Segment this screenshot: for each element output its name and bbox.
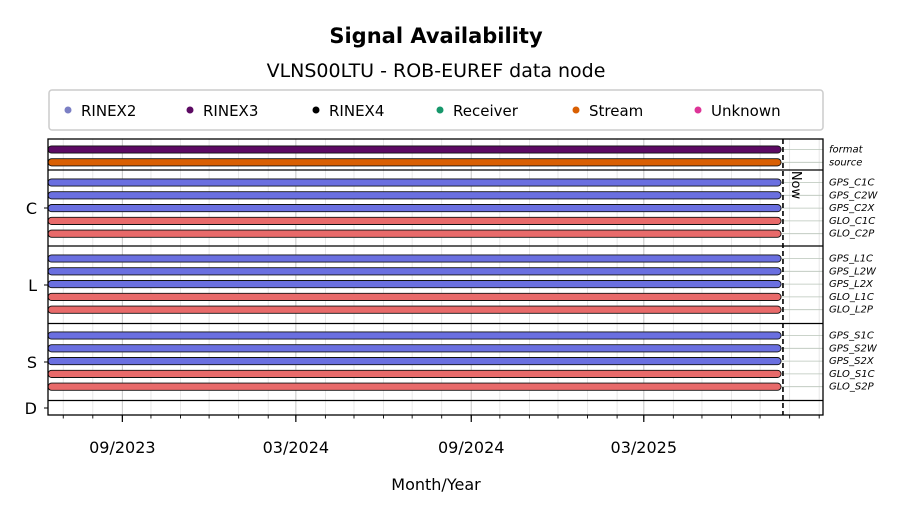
legend-label: Receiver (453, 102, 519, 120)
row-label-glo-c1c: GLO_C1C (829, 216, 875, 227)
row-label-glo-c2p: GLO_C2P (829, 229, 875, 240)
legend-marker (572, 106, 580, 114)
legend-label: RINEX2 (81, 102, 136, 120)
bar-glo-c2p (47, 229, 782, 238)
y-tick-label-c: C (26, 199, 37, 218)
legend-marker (186, 106, 194, 114)
bar-glo-l1c (47, 292, 782, 301)
bar-gps-l2x (47, 280, 782, 289)
row-label-gps-s2x: GPS_S2X (829, 356, 875, 367)
bar-source (47, 158, 782, 167)
row-label-gps-c1c: GPS_C1C (829, 178, 874, 189)
x-axis: 09/2023 03/2024 09/2024 03/2025 (62, 415, 820, 457)
legend-marker (436, 106, 444, 114)
row-label-glo-l1c: GLO_L1C (829, 292, 874, 303)
x-tick-label: 03/2025 (611, 438, 677, 457)
bar-gps-c2x (47, 204, 782, 213)
row-label-gps-c2w: GPS_C2W (829, 190, 878, 201)
now-label: Now (788, 171, 803, 200)
legend-item-rinex3: RINEX3 (186, 102, 258, 120)
y-tick-label-l: L (28, 276, 37, 295)
row-label-format: format (829, 145, 864, 156)
row-label-glo-s1c: GLO_S1C (829, 369, 875, 380)
row-label-gps-s1c: GPS_S1C (829, 331, 874, 342)
legend-label: Unknown (711, 102, 781, 120)
x-axis-label: Month/Year (391, 475, 481, 494)
bar-glo-s2p (47, 382, 782, 391)
legend-label: Stream (589, 102, 643, 120)
legend-marker (694, 106, 702, 114)
chart-title: Signal Availability (329, 24, 543, 48)
legend: RINEX2 RINEX3 RINEX4 Receiver Stream Unknown (48, 89, 824, 131)
bar-gps-l2w (47, 267, 782, 276)
legend-marker (64, 106, 72, 114)
legend-item-receiver: Receiver (436, 102, 519, 120)
legend-label: RINEX3 (203, 102, 258, 120)
legend-item-stream: Stream (572, 102, 643, 120)
bar-gps-l1c (47, 254, 782, 263)
chart-subtitle: VLNS00LTU - ROB-EUREF data node (267, 60, 606, 82)
row-label-source: source (829, 157, 862, 168)
bar-glo-s1c (47, 369, 782, 378)
row-label-gps-s2w: GPS_S2W (829, 343, 878, 354)
grid (62, 139, 820, 415)
bar-gps-c2w (47, 191, 782, 200)
legend-label: RINEX4 (329, 102, 384, 120)
plot-frame (47, 138, 824, 416)
legend-item-rinex2: RINEX2 (64, 102, 136, 120)
row-label-gps-c2x: GPS_C2X (829, 203, 875, 214)
x-tick-label: 03/2024 (263, 438, 329, 457)
legend-item-unknown: Unknown (694, 102, 781, 120)
legend-item-rinex4: RINEX4 (312, 102, 384, 120)
bar-gps-s1c (47, 331, 782, 340)
row-label-glo-s2p: GLO_S2P (829, 382, 875, 393)
y-tick-label-d: D (25, 399, 37, 418)
y-tick-label-s: S (27, 353, 37, 372)
bars (47, 145, 823, 391)
bar-gps-s2w (47, 344, 782, 353)
row-label-glo-l2p: GLO_L2P (829, 305, 874, 316)
bar-gps-c1c (47, 178, 782, 187)
bar-gps-s2x (47, 357, 782, 366)
bar-glo-l2p (47, 305, 782, 314)
row-label-gps-l2w: GPS_L2W (829, 266, 877, 277)
y-axis-labels: C L S D (25, 199, 48, 418)
row-label-gps-l1c: GPS_L1C (829, 254, 873, 265)
x-tick-label: 09/2023 (89, 438, 155, 457)
legend-marker (312, 106, 320, 114)
bar-glo-c1c (47, 216, 782, 225)
bar-format (47, 145, 782, 154)
x-tick-label: 09/2024 (438, 438, 504, 457)
legend-frame (48, 89, 824, 131)
row-label-gps-l2x: GPS_L2X (829, 279, 874, 290)
